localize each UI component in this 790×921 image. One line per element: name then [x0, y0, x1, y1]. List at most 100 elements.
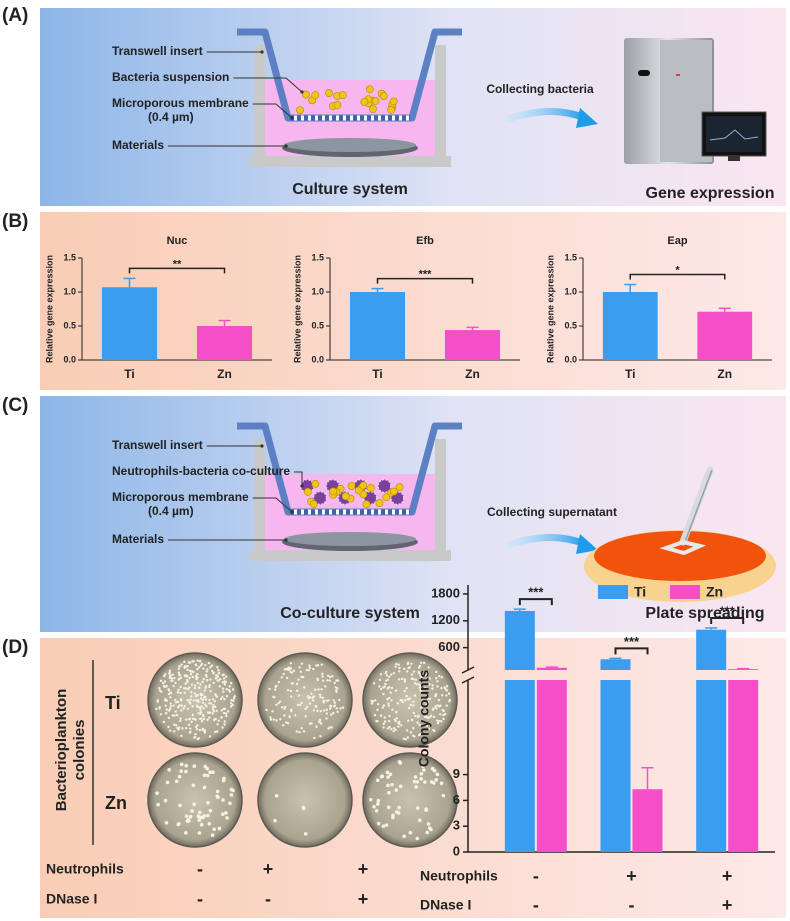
- diagram-label: (0.4 µm): [148, 504, 194, 518]
- colony: [431, 708, 435, 711]
- colony: [188, 686, 191, 689]
- well-wall: [435, 45, 446, 160]
- colony: [435, 772, 440, 777]
- colony: [198, 686, 201, 690]
- colony: [439, 781, 444, 786]
- colony: [410, 662, 413, 665]
- sig-bracket: [629, 273, 726, 280]
- row-label: Ti: [105, 693, 121, 713]
- colony: [392, 726, 396, 730]
- colony: [225, 816, 229, 820]
- colony: [178, 803, 182, 808]
- bar: [697, 311, 753, 360]
- colony: [368, 797, 373, 802]
- colony: [222, 677, 226, 680]
- colony: [428, 677, 431, 680]
- colony: [269, 718, 273, 721]
- colony: [412, 711, 416, 715]
- colony: [192, 764, 197, 768]
- colony: [286, 688, 290, 692]
- bar: [536, 680, 567, 852]
- machine-led: [676, 74, 680, 76]
- colony: [302, 730, 306, 733]
- colony: [211, 712, 214, 715]
- colony: [172, 723, 176, 726]
- colony: [417, 670, 421, 674]
- colony: [397, 663, 400, 666]
- colony: [199, 708, 202, 712]
- significance: ***: [419, 269, 433, 281]
- colony: [434, 705, 437, 708]
- colony: [173, 730, 176, 733]
- colony: [413, 775, 418, 779]
- colony: [403, 667, 406, 671]
- colony: [417, 666, 421, 669]
- colony: [341, 706, 345, 709]
- colony: [425, 724, 429, 727]
- condition-sign: -: [533, 895, 539, 915]
- arrow-text: Collecting supernatant: [487, 505, 617, 519]
- colony: [285, 721, 288, 724]
- colony: [289, 667, 293, 670]
- condition-name: Neutrophils: [420, 868, 498, 884]
- colony: [201, 727, 205, 731]
- colony: [219, 697, 223, 701]
- colony: [176, 691, 180, 694]
- arrow-head: [576, 534, 598, 554]
- colony: [425, 703, 428, 706]
- colony: [325, 717, 328, 720]
- colony: [390, 699, 393, 702]
- colony: [184, 831, 188, 835]
- colony: [317, 688, 320, 691]
- colony: [177, 728, 180, 731]
- colony: [336, 687, 339, 690]
- colony: [295, 730, 298, 733]
- colony: [330, 713, 333, 716]
- colony: [159, 713, 163, 716]
- colony: [386, 775, 390, 779]
- axis-break: [461, 676, 475, 684]
- colony: [214, 677, 218, 680]
- colony: [394, 719, 397, 723]
- colony: [278, 700, 282, 703]
- colony: [187, 723, 191, 726]
- colony: [158, 689, 162, 692]
- colony: [315, 725, 318, 728]
- bacterium: [366, 484, 375, 492]
- colony: [204, 663, 207, 667]
- colony: [195, 727, 199, 731]
- colony: [185, 819, 190, 823]
- colony: [196, 667, 199, 671]
- colony: [387, 719, 391, 723]
- colony: [208, 735, 212, 738]
- colony: [371, 700, 375, 703]
- colony: [170, 677, 174, 680]
- colony: [424, 673, 427, 677]
- colony: [338, 698, 341, 702]
- colony: [212, 671, 215, 674]
- colony: [183, 665, 187, 668]
- bar: [349, 292, 406, 360]
- diagram-label: Transwell insert: [112, 438, 203, 452]
- colony: [228, 801, 232, 806]
- colony: [312, 667, 315, 671]
- colony: [210, 833, 215, 837]
- bacterium: [359, 481, 368, 490]
- colony: [308, 722, 312, 725]
- colony: [184, 769, 188, 774]
- colony: [376, 798, 381, 803]
- colony: [188, 701, 191, 704]
- colony: [331, 675, 334, 678]
- bacterium: [333, 101, 342, 109]
- colony: [419, 777, 423, 781]
- colony: [384, 823, 389, 827]
- colony: [327, 699, 330, 702]
- colony: [286, 722, 290, 725]
- colony: [396, 702, 399, 705]
- colony: [165, 708, 169, 711]
- colony: [196, 693, 200, 697]
- colony: [221, 798, 225, 802]
- colony: [217, 669, 220, 672]
- colony: [274, 793, 279, 798]
